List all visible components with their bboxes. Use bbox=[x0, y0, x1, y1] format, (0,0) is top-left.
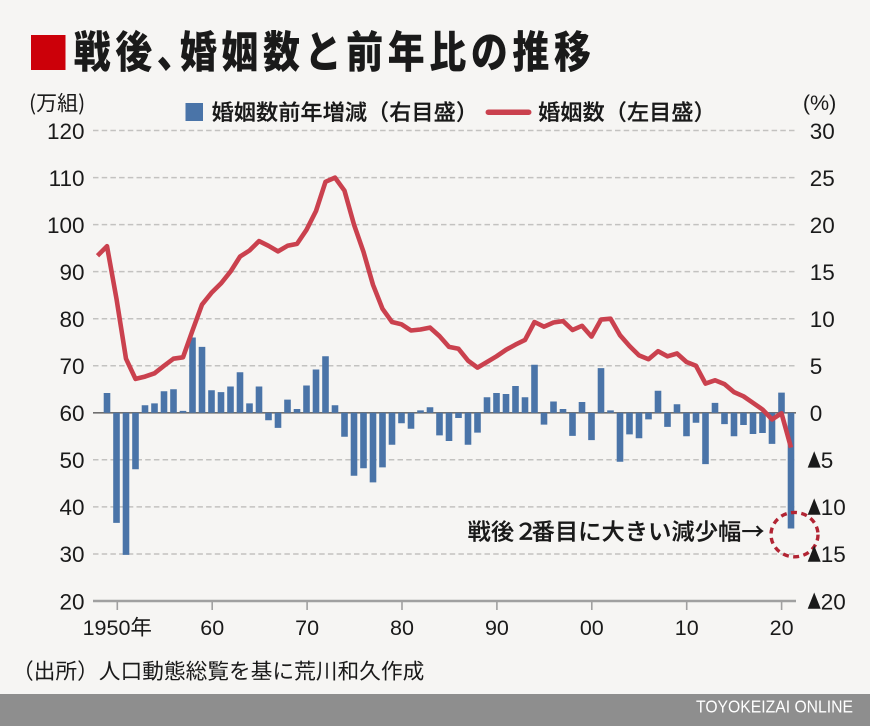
svg-text:0: 0 bbox=[810, 401, 823, 426]
svg-text:70: 70 bbox=[295, 616, 319, 640]
svg-text:90: 90 bbox=[485, 616, 509, 640]
svg-text:15: 15 bbox=[810, 260, 835, 285]
svg-text:15: 15 bbox=[821, 542, 846, 567]
svg-text:20: 20 bbox=[770, 616, 794, 640]
svg-text:70: 70 bbox=[59, 354, 84, 379]
svg-text:60: 60 bbox=[200, 616, 224, 640]
svg-text:100: 100 bbox=[47, 213, 85, 238]
svg-text:50: 50 bbox=[59, 448, 84, 473]
svg-text:60: 60 bbox=[59, 401, 84, 426]
svg-text:5: 5 bbox=[810, 354, 823, 379]
svg-text:30: 30 bbox=[810, 119, 835, 144]
svg-text:10: 10 bbox=[810, 307, 835, 332]
svg-text:TOYOKEIZAI ONLINE: TOYOKEIZAI ONLINE bbox=[696, 696, 853, 716]
svg-text:40: 40 bbox=[59, 495, 84, 520]
svg-text:110: 110 bbox=[49, 166, 85, 191]
svg-text:20: 20 bbox=[59, 589, 84, 614]
svg-text:00: 00 bbox=[580, 616, 604, 640]
svg-text:120: 120 bbox=[47, 119, 85, 144]
svg-text:30: 30 bbox=[59, 542, 84, 567]
svg-text:(%): (%) bbox=[803, 91, 836, 115]
svg-text:1950: 1950 bbox=[83, 616, 131, 640]
svg-text:20: 20 bbox=[821, 589, 846, 614]
svg-text:25: 25 bbox=[810, 166, 835, 191]
svg-text:20: 20 bbox=[810, 213, 835, 238]
svg-text:90: 90 bbox=[59, 260, 84, 285]
svg-text:5: 5 bbox=[821, 448, 834, 473]
svg-text:80: 80 bbox=[59, 307, 84, 332]
svg-text:80: 80 bbox=[390, 616, 414, 640]
svg-text:10: 10 bbox=[821, 495, 846, 520]
svg-text:10: 10 bbox=[675, 616, 699, 640]
